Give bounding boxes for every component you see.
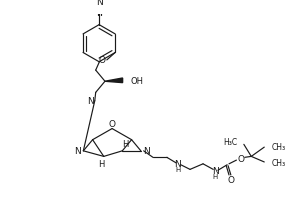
Text: N: N <box>87 97 94 106</box>
Text: H: H <box>175 167 181 173</box>
Text: H₃C: H₃C <box>223 137 237 146</box>
Text: O: O <box>237 154 245 163</box>
Text: N: N <box>143 147 150 156</box>
Text: OH: OH <box>130 76 143 85</box>
Polygon shape <box>105 79 123 83</box>
Text: O: O <box>109 120 116 129</box>
Text: N: N <box>212 166 219 175</box>
Text: H: H <box>98 160 104 168</box>
Text: N: N <box>74 147 81 156</box>
Text: H: H <box>122 139 128 148</box>
Text: N: N <box>174 160 181 168</box>
Text: O: O <box>227 175 234 184</box>
Text: N: N <box>96 0 102 7</box>
Text: CH₃: CH₃ <box>272 142 286 151</box>
Text: CH₃: CH₃ <box>272 159 286 168</box>
Text: O: O <box>99 56 106 65</box>
Text: H: H <box>212 173 218 179</box>
